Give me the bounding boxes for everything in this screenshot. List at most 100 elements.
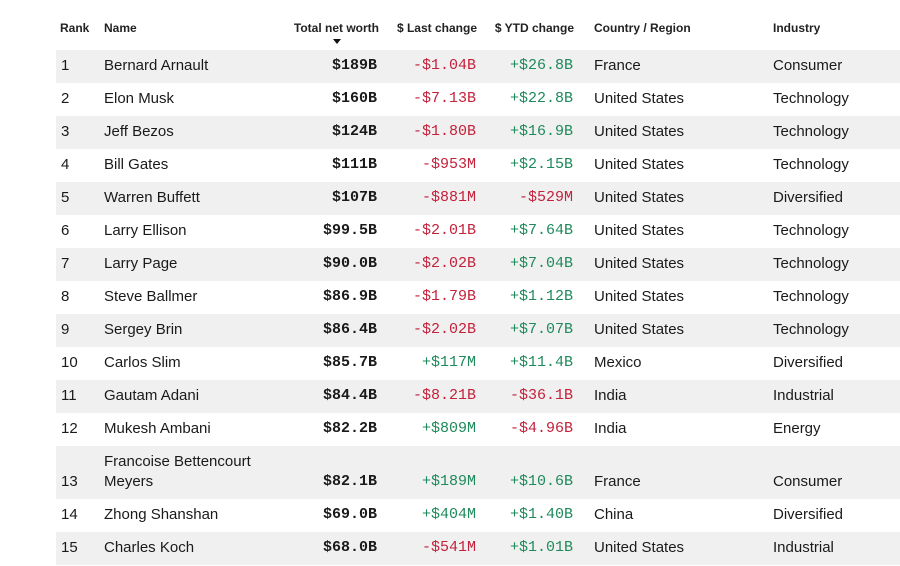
name-cell[interactable]: Warren Buffett — [104, 189, 200, 206]
net-worth-cell: $124B — [331, 123, 377, 140]
ytd-change-cell: +$1.12B — [509, 288, 573, 305]
table-row[interactable]: 7 Larry Page $90.0B -$2.02B +$7.04B United St… — [56, 248, 900, 281]
name-cell[interactable]: Bill Gates — [104, 156, 169, 173]
industry-cell: Technology — [773, 288, 849, 305]
rank-cell: 6 — [61, 222, 70, 239]
country-cell: China — [594, 506, 634, 523]
country-cell: United States — [594, 123, 685, 140]
last-change-cell: -$2.01B — [412, 222, 476, 239]
industry-cell: Technology — [773, 255, 849, 272]
last-change-cell: -$881M — [421, 189, 476, 206]
column-header-last-change[interactable]: $ Last change — [396, 21, 477, 35]
net-worth-cell: $84.4B — [322, 387, 377, 404]
industry-cell: Technology — [773, 156, 849, 173]
rank-cell: 7 — [61, 255, 70, 272]
table-row[interactable]: 10 Carlos Slim $85.7B +$117M +$11.4B Mexico Di… — [56, 347, 900, 380]
name-cell[interactable]: Larry Ellison — [104, 222, 187, 239]
last-change-cell: +$404M — [421, 506, 476, 523]
table-row[interactable]: 12 Mukesh Ambani $82.2B +$809M -$4.96B India E… — [56, 413, 900, 446]
last-change-cell: -$541M — [421, 539, 476, 556]
table-row[interactable]: 13 Francoise Bettencourt Meyers $82.1B +$18… — [56, 446, 900, 499]
country-cell: United States — [594, 90, 685, 107]
name-cell[interactable]: Jeff Bezos — [104, 123, 174, 140]
country-cell: India — [594, 420, 627, 437]
name-cell[interactable]: Zhong Shanshan — [104, 506, 219, 523]
industry-cell: Consumer — [773, 57, 843, 74]
last-change-cell: -$2.02B — [412, 255, 476, 272]
last-change-cell: +$809M — [421, 420, 476, 437]
net-worth-cell: $99.5B — [322, 222, 377, 239]
last-change-cell: -$7.13B — [412, 90, 476, 107]
table-row[interactable]: 6 Larry Ellison $99.5B -$2.01B +$7.64B United… — [56, 215, 900, 248]
name-cell[interactable]: Gautam Adani — [104, 387, 200, 404]
last-change-cell: +$117M — [421, 354, 476, 371]
last-change-cell: -$953M — [421, 156, 476, 173]
billionaires-table: Rank Name Total net worth $ Last change … — [56, 0, 900, 565]
last-change-cell: -$1.04B — [412, 57, 476, 74]
net-worth-cell: $82.1B — [322, 473, 377, 490]
country-cell: United States — [594, 321, 685, 338]
table-row[interactable]: 15 Charles Koch $68.0B -$541M +$1.01B United … — [56, 532, 900, 565]
rank-cell: 13 — [61, 473, 78, 490]
net-worth-cell: $86.9B — [322, 288, 377, 305]
column-header-industry[interactable]: Industry — [773, 21, 821, 35]
country-cell: France — [594, 473, 641, 490]
column-header-ytd-change[interactable]: $ YTD change — [494, 21, 574, 35]
name-cell[interactable]: Charles Koch — [104, 539, 195, 556]
industry-cell: Diversified — [773, 506, 844, 523]
table-row[interactable]: 1 Bernard Arnault $189B -$1.04B +$26.8B Franc… — [56, 50, 900, 83]
name-cell[interactable]: Francoise Bettencourt Meyers — [104, 453, 251, 490]
rank-cell: 3 — [61, 123, 70, 140]
net-worth-cell: $69.0B — [322, 506, 377, 523]
ytd-change-cell: +$11.4B — [509, 354, 573, 371]
last-change-cell: -$2.02B — [412, 321, 476, 338]
ytd-change-cell: +$16.9B — [509, 123, 573, 140]
name-cell[interactable]: Mukesh Ambani — [104, 420, 211, 437]
name-cell[interactable]: Steve Ballmer — [104, 288, 198, 305]
last-change-cell: -$8.21B — [412, 387, 476, 404]
net-worth-cell: $85.7B — [322, 354, 377, 371]
rank-cell: 8 — [61, 288, 70, 305]
rank-cell: 15 — [61, 539, 78, 556]
net-worth-cell: $160B — [331, 90, 377, 107]
industry-cell: Energy — [773, 420, 821, 437]
industry-cell: Diversified — [773, 189, 844, 206]
name-cell[interactable]: Carlos Slim — [104, 354, 181, 371]
country-cell: France — [594, 57, 641, 74]
table-row[interactable]: 2 Elon Musk $160B -$7.13B +$22.8B United Stat… — [56, 83, 900, 116]
ytd-change-cell: -$4.96B — [509, 420, 573, 437]
column-header-net-worth[interactable]: Total net worth — [293, 21, 379, 35]
sort-down-icon[interactable] — [333, 39, 341, 44]
net-worth-cell: $189B — [331, 57, 377, 74]
industry-cell: Technology — [773, 222, 849, 239]
rank-cell: 14 — [61, 506, 78, 523]
table-row[interactable]: 8 Steve Ballmer $86.9B -$1.79B +$1.12B United… — [56, 281, 900, 314]
ytd-change-cell: +$1.01B — [509, 539, 573, 556]
table-row[interactable]: 5 Warren Buffett $107B -$881M -$529M United S… — [56, 182, 900, 215]
industry-cell: Industrial — [773, 387, 834, 404]
name-cell[interactable]: Elon Musk — [104, 90, 175, 107]
name-cell[interactable]: Bernard Arnault — [104, 57, 209, 74]
table-row[interactable]: 14 Zhong Shanshan $69.0B +$404M +$1.40B China… — [56, 499, 900, 532]
column-header-name[interactable]: Name — [104, 21, 137, 35]
table-row[interactable]: 3 Jeff Bezos $124B -$1.80B +$16.9B United Sta… — [56, 116, 900, 149]
ytd-change-cell: +$7.07B — [509, 321, 573, 338]
name-cell[interactable]: Larry Page — [104, 255, 178, 272]
table-row[interactable]: 11 Gautam Adani $84.4B -$8.21B -$36.1B India I… — [56, 380, 900, 413]
ytd-change-cell: +$1.40B — [509, 506, 573, 523]
last-change-cell: -$1.79B — [412, 288, 476, 305]
country-cell: United States — [594, 539, 685, 556]
table-row[interactable]: 4 Bill Gates $111B -$953M +$2.15B United Stat… — [56, 149, 900, 182]
column-header-rank[interactable]: Rank — [60, 21, 90, 35]
ytd-change-cell: +$7.04B — [509, 255, 573, 272]
country-cell: United States — [594, 156, 685, 173]
rank-cell: 10 — [61, 354, 78, 371]
column-header-country[interactable]: Country / Region — [594, 21, 691, 35]
last-change-cell: -$1.80B — [412, 123, 476, 140]
industry-cell: Technology — [773, 90, 849, 107]
rank-cell: 9 — [61, 321, 70, 338]
industry-cell: Technology — [773, 123, 849, 140]
name-cell[interactable]: Sergey Brin — [104, 321, 183, 338]
table-row[interactable]: 9 Sergey Brin $86.4B -$2.02B +$7.07B United S… — [56, 314, 900, 347]
country-cell: United States — [594, 255, 685, 272]
